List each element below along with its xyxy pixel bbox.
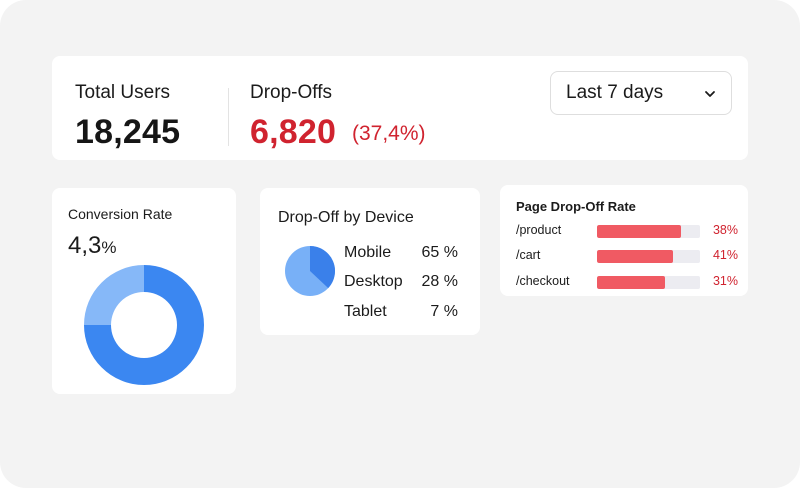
device-value: 65 % <box>421 244 458 261</box>
total-users-label: Total Users <box>75 82 171 103</box>
page-path: /product <box>516 223 562 237</box>
device-dropoff-card: Drop-Off by Device Mobile 65 % Desktop 2… <box>260 188 480 335</box>
page-dropoff-value: 41% <box>712 248 738 262</box>
page-row-cart: /cart 41% <box>516 248 738 264</box>
page-row-checkout: /checkout 31% <box>516 274 738 290</box>
page-path: /cart <box>516 248 541 262</box>
conversion-rate-number: 4,3 <box>68 232 102 259</box>
device-name: Mobile <box>344 244 392 261</box>
conversion-rate-card: Conversion Rate 4,3% <box>52 188 236 394</box>
device-row-desktop: Desktop 28 % <box>344 273 458 293</box>
dropoff-bar-fill <box>597 276 665 289</box>
dropoffs-value: 6,820 <box>250 113 337 151</box>
dropoff-bar-track <box>597 250 700 263</box>
page-dropoff-value: 38% <box>712 223 738 237</box>
page-dropoff-card: Page Drop-Off Rate /product 38% /cart 41… <box>500 185 748 296</box>
dropoff-bar-fill <box>597 225 682 238</box>
summary-divider <box>228 88 229 146</box>
page-dropoff-title: Page Drop-Off Rate <box>516 199 636 214</box>
dropoff-bar-fill <box>597 250 674 263</box>
device-name: Tablet <box>344 303 387 320</box>
dropoffs-percent: (37,4%) <box>352 122 426 145</box>
pie-segment-dark <box>310 246 335 289</box>
chevron-down-icon <box>705 91 715 97</box>
page-path: /checkout <box>516 274 570 288</box>
dropoff-bar-track <box>597 225 700 238</box>
donut-segment-light <box>84 265 144 325</box>
conversion-rate-unit: % <box>101 238 117 257</box>
page-dropoff-value: 31% <box>712 274 738 288</box>
dropoffs-label: Drop-Offs <box>250 82 333 103</box>
summary-card: Total Users 18,245 Drop-Offs 6,820 (37,4… <box>52 56 748 160</box>
device-name: Desktop <box>344 273 403 290</box>
device-value: 7 % <box>430 303 458 320</box>
device-pie-chart <box>285 246 335 296</box>
conversion-donut-chart <box>84 265 204 385</box>
page-row-product: /product 38% <box>516 223 738 239</box>
conversion-rate-title: Conversion Rate <box>68 206 173 222</box>
device-dropoff-title: Drop-Off by Device <box>278 209 414 226</box>
total-users-value: 18,245 <box>75 113 181 151</box>
conversion-rate-value: 4,3% <box>68 232 117 260</box>
dropoff-bar-track <box>597 276 700 289</box>
donut-segment-dark <box>84 265 204 385</box>
device-row-tablet: Tablet 7 % <box>344 303 458 323</box>
date-range-value: Last 7 days <box>566 82 664 103</box>
device-value: 28 % <box>421 273 458 290</box>
device-row-mobile: Mobile 65 % <box>344 244 458 264</box>
date-range-select[interactable]: Last 7 days <box>550 71 732 115</box>
